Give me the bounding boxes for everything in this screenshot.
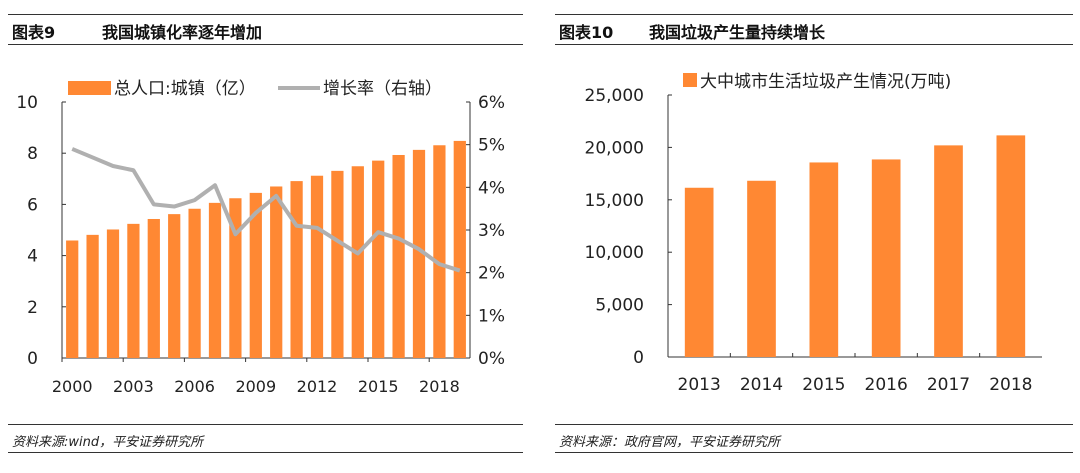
x-tick-label: 2014 [740, 375, 783, 395]
bar [106, 229, 120, 358]
x-tick-label: 2012 [297, 377, 338, 396]
bar [127, 223, 140, 358]
source-note: 资料来源：政府官网，平安证券研究所 [559, 435, 781, 450]
x-tick-label: 2015 [358, 377, 399, 396]
right-panel: 图表10 我国垃圾产生量持续增长 资料来源：政府官网，平安证券研究所 [555, 0, 1073, 473]
y-tick-label: 20,000 [585, 138, 644, 158]
y2-tick-label: 2% [478, 264, 505, 284]
legend-bar-label: 总人口:城镇（亿） [114, 79, 256, 99]
legend-bar-swatch [683, 73, 697, 87]
y-tick-label: 25,000 [585, 86, 644, 106]
divider [8, 44, 523, 45]
y-tick-label: 2 [27, 298, 38, 318]
y2-tick-label: 1% [478, 306, 505, 326]
bar [208, 202, 222, 358]
figure-title-text: 我国城镇化率逐年增加 [102, 23, 263, 42]
divider [8, 424, 523, 425]
bar [249, 192, 262, 358]
bar [310, 175, 324, 358]
x-tick-label: 2015 [802, 375, 845, 395]
bar [871, 159, 901, 357]
divider [8, 14, 523, 15]
bar [290, 181, 303, 358]
y-tick-label: 5,000 [595, 296, 644, 316]
x-tick-label: 2013 [678, 375, 721, 395]
bar [86, 234, 99, 358]
growth-rate-line [71, 147, 461, 273]
x-tick-label: 2018 [989, 375, 1032, 395]
divider [8, 452, 523, 453]
y2-tick-label: 5% [478, 136, 505, 156]
divider [555, 452, 1073, 453]
x-tick-label: 2009 [235, 377, 276, 396]
bar [66, 240, 79, 358]
y-tick-label: 6 [27, 195, 38, 215]
bar [684, 187, 714, 357]
bar [996, 135, 1026, 357]
bar [747, 180, 776, 357]
legend-bar-label: 大中城市生活垃圾产生情况(万吨) [700, 72, 951, 92]
bar [809, 162, 839, 357]
x-tick-label: 2003 [113, 377, 154, 396]
x-tick-label: 2018 [419, 377, 460, 396]
y2-tick-label: 6% [478, 93, 505, 113]
legend-line-label: 增长率（右轴） [323, 79, 442, 99]
bar [229, 198, 242, 358]
figure-title: 图表9 我国城镇化率逐年增加 [12, 19, 262, 43]
y-tick-label: 0 [27, 349, 38, 369]
y-tick-label: 4 [27, 247, 38, 267]
figure-title-text: 我国垃圾产生量持续增长 [649, 23, 826, 42]
divider [555, 424, 1073, 425]
y-tick-label: 8 [27, 144, 38, 164]
bar [433, 145, 446, 358]
bar [188, 208, 201, 358]
y-tick-label: 10,000 [585, 243, 644, 263]
bar [392, 154, 405, 358]
left-panel: 图表9 我国城镇化率逐年增加 资料来源:wind，平安证券研究所 [8, 0, 523, 473]
bar [372, 160, 385, 358]
figure-label: 图表10 [559, 23, 614, 42]
y-tick-label: 0 [633, 348, 644, 368]
bar [412, 149, 426, 358]
bar [351, 166, 364, 358]
bar [453, 140, 466, 358]
bar [147, 218, 160, 358]
figure-title: 图表10 我国垃圾产生量持续增长 [559, 19, 825, 43]
x-tick-label: 2000 [52, 377, 93, 396]
y2-tick-label: 3% [478, 221, 505, 241]
divider [555, 44, 1073, 45]
x-tick-label: 2017 [927, 375, 970, 395]
bar [168, 214, 181, 358]
y-tick-label: 15,000 [585, 191, 644, 211]
y-tick-label: 10 [16, 93, 38, 113]
bar [934, 145, 963, 357]
y2-tick-label: 0% [478, 349, 505, 369]
divider [555, 14, 1073, 15]
x-tick-label: 2006 [174, 377, 215, 396]
figure-label: 图表9 [12, 23, 56, 42]
bar [331, 170, 344, 358]
y2-tick-label: 4% [478, 178, 505, 198]
bar [270, 186, 283, 358]
legend-bar-swatch [68, 81, 111, 95]
source-note: 资料来源:wind，平安证券研究所 [12, 435, 204, 450]
x-tick-label: 2016 [865, 375, 908, 395]
